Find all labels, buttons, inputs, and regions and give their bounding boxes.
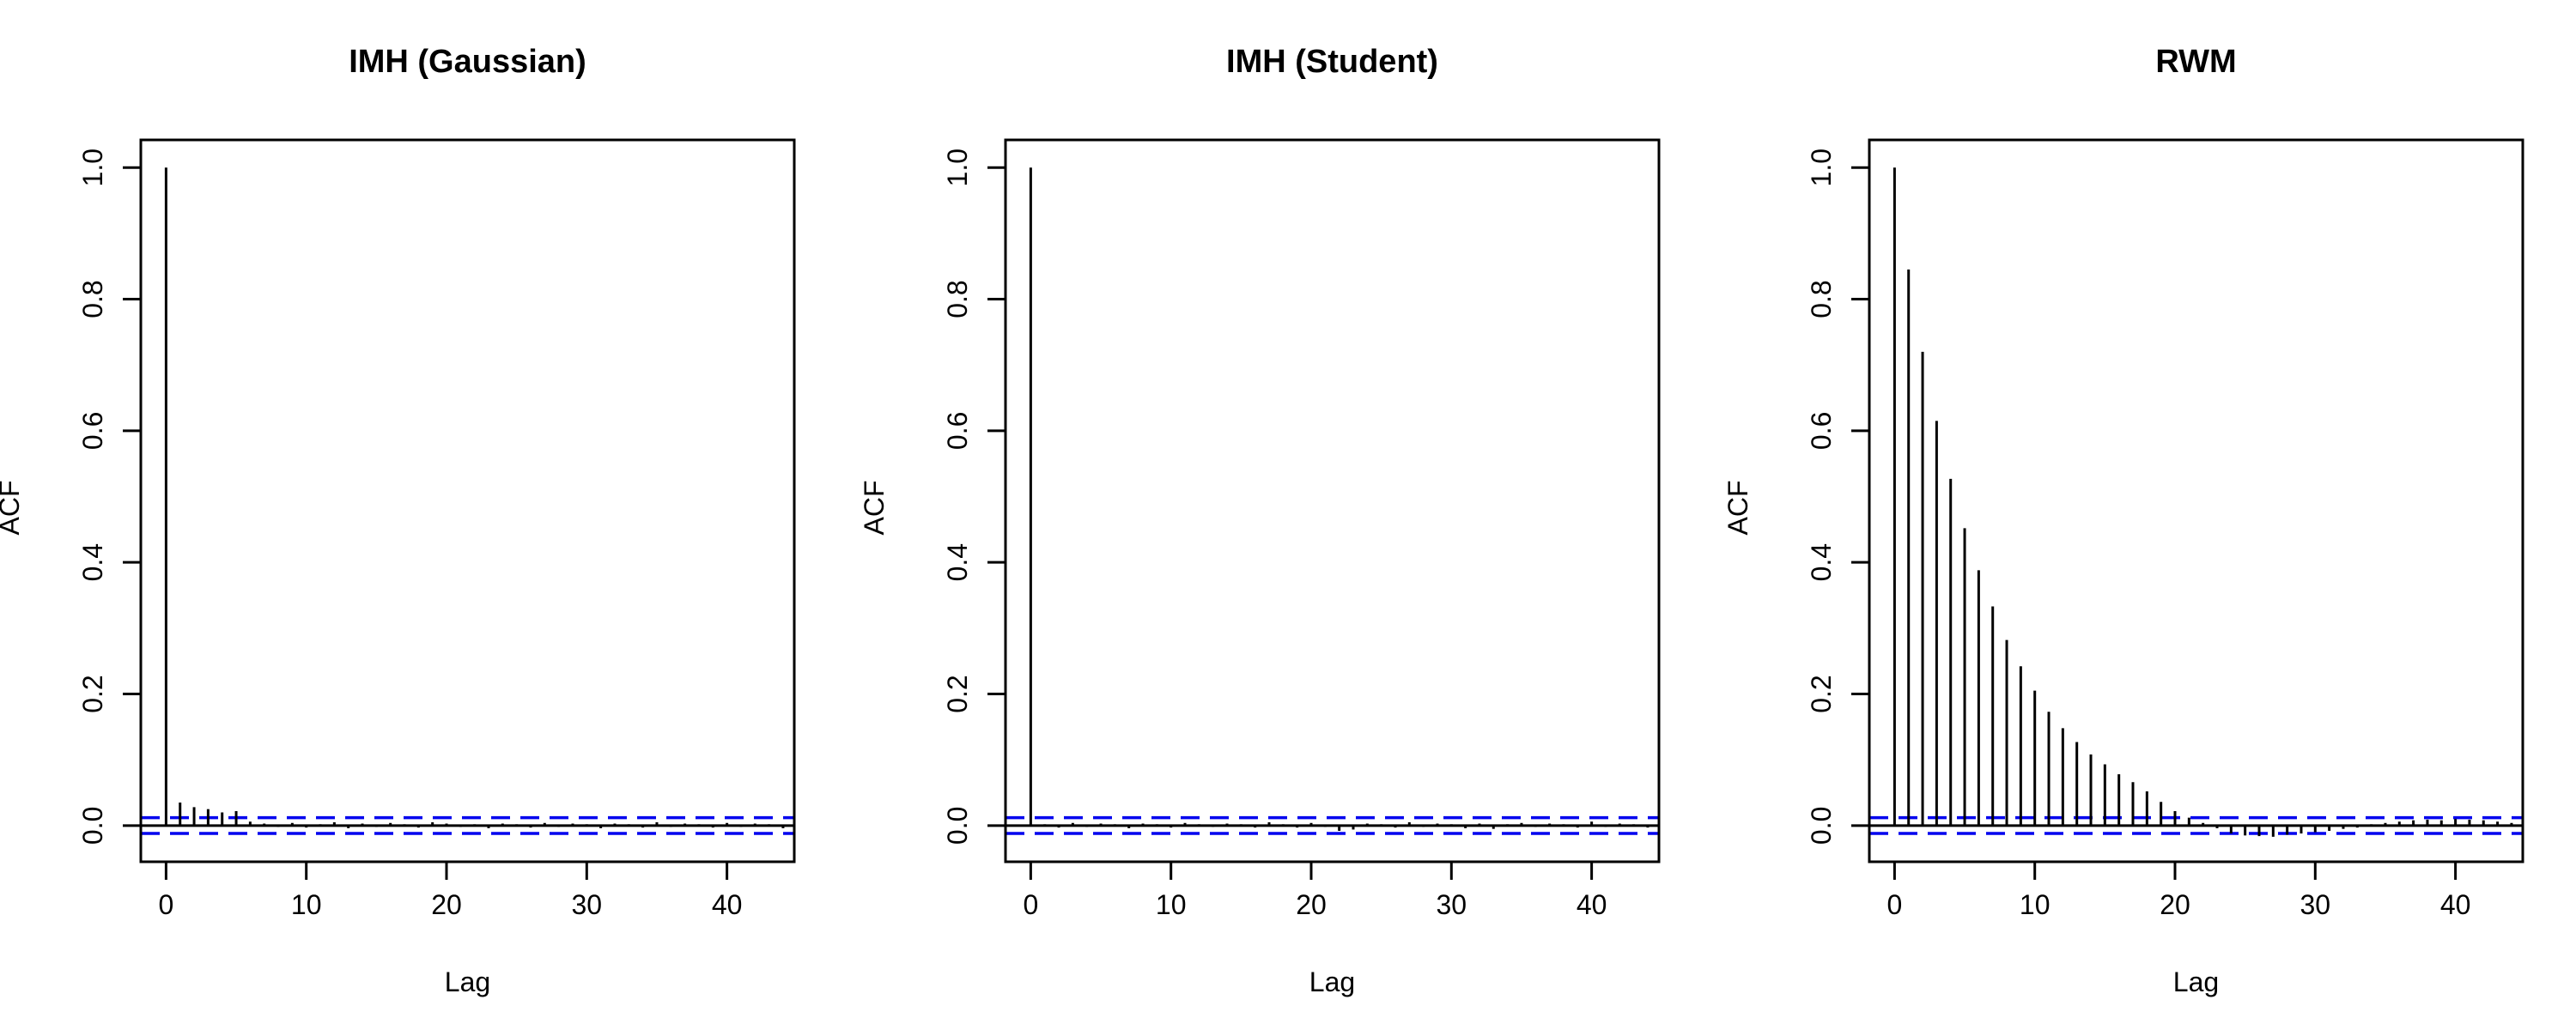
panel-3-title: RWM xyxy=(2155,44,2236,80)
panel-1-x-axis-label: Lag xyxy=(445,966,490,997)
panel-1: IMH (Gaussian) 0 10 20 30 40 0.0 0.2 0.4 0.6 0.8 1.… xyxy=(0,44,796,997)
panel-3-y-tick-label-5: 1.0 xyxy=(1806,148,1837,186)
panel-2-y-axis-label: ACF xyxy=(859,481,890,536)
panel-2-x-tick-label-10: 10 xyxy=(1156,889,1187,920)
panel-2-y-tick-label-1: 0.2 xyxy=(942,675,973,712)
panel-3-x-axis-label: Lag xyxy=(2173,966,2219,997)
panel-1-y-tick-label-2: 0.4 xyxy=(77,543,108,581)
panel-3-x-tick-label-0: 0 xyxy=(1886,889,1902,920)
panel-2-x-tick-label-30: 30 xyxy=(1437,889,1467,920)
panel-2-x-axis-label: Lag xyxy=(1309,966,1355,997)
panel-2-x-tick-label-0: 0 xyxy=(1023,889,1038,920)
panel-3-y-axis-label: ACF xyxy=(1722,481,1753,536)
panel-1-y-tick-label-3: 0.6 xyxy=(77,412,108,450)
panel-3: RWM 0 10 20 30 40 0.0 0.2 0.4 0.6 0.8 1.0 Lag ACF xyxy=(1722,44,2524,997)
panel-2: IMH (Student) 0 10 20 30 40 0.0 0.2 0.4 0.6 0.8 1.0… xyxy=(859,44,1661,997)
panel-3-y-tick-label-1: 0.2 xyxy=(1806,675,1837,712)
panel-3-x-tick-label-20: 20 xyxy=(2160,889,2190,920)
panel-1-y-axis-label: ACF xyxy=(0,481,25,536)
panel-3-y-tick-label-2: 0.4 xyxy=(1806,543,1837,581)
panel-2-y-tick-label-4: 0.8 xyxy=(942,280,973,318)
panel-2-x-tick-label-40: 40 xyxy=(1577,889,1607,920)
panel-1-x-tick-label-10: 10 xyxy=(291,889,322,920)
panel-3-y-tick-label-4: 0.8 xyxy=(1806,280,1837,318)
panel-1-x-tick-label-20: 20 xyxy=(431,889,462,920)
panel-2-y-tick-label-3: 0.6 xyxy=(942,412,973,450)
panel-1-y-tick-label-4: 0.8 xyxy=(77,280,108,318)
panel-2-y-tick-label-2: 0.4 xyxy=(942,543,973,581)
panel-1-y-tick-label-0: 0.0 xyxy=(77,807,108,845)
panel-2-x-tick-label-20: 20 xyxy=(1296,889,1327,920)
panel-3-y-tick-label-0: 0.0 xyxy=(1806,807,1837,845)
panel-1-x-tick-label-0: 0 xyxy=(158,889,173,920)
panel-2-y-tick-label-0: 0.0 xyxy=(942,807,973,845)
panel-2-y-tick-label-5: 1.0 xyxy=(942,148,973,186)
panel-1-x-tick-label-30: 30 xyxy=(572,889,603,920)
panel-1-y-tick-label-1: 0.2 xyxy=(77,675,108,712)
panel-1-x-tick-label-40: 40 xyxy=(712,889,743,920)
panel-1-title: IMH (Gaussian) xyxy=(349,44,586,80)
panel-3-x-tick-label-40: 40 xyxy=(2440,889,2471,920)
panel-3-x-tick-label-10: 10 xyxy=(2020,889,2050,920)
panel-2-title: IMH (Student) xyxy=(1226,44,1438,80)
acf-panels: IMH (Gaussian) 0 10 20 30 40 0.0 0.2 0.4 0.6 0.8 1.… xyxy=(0,44,2524,997)
panel-3-y-tick-label-3: 0.6 xyxy=(1806,412,1837,450)
panel-3-x-tick-label-30: 30 xyxy=(2300,889,2331,920)
panel-1-y-tick-label-5: 1.0 xyxy=(77,148,108,186)
